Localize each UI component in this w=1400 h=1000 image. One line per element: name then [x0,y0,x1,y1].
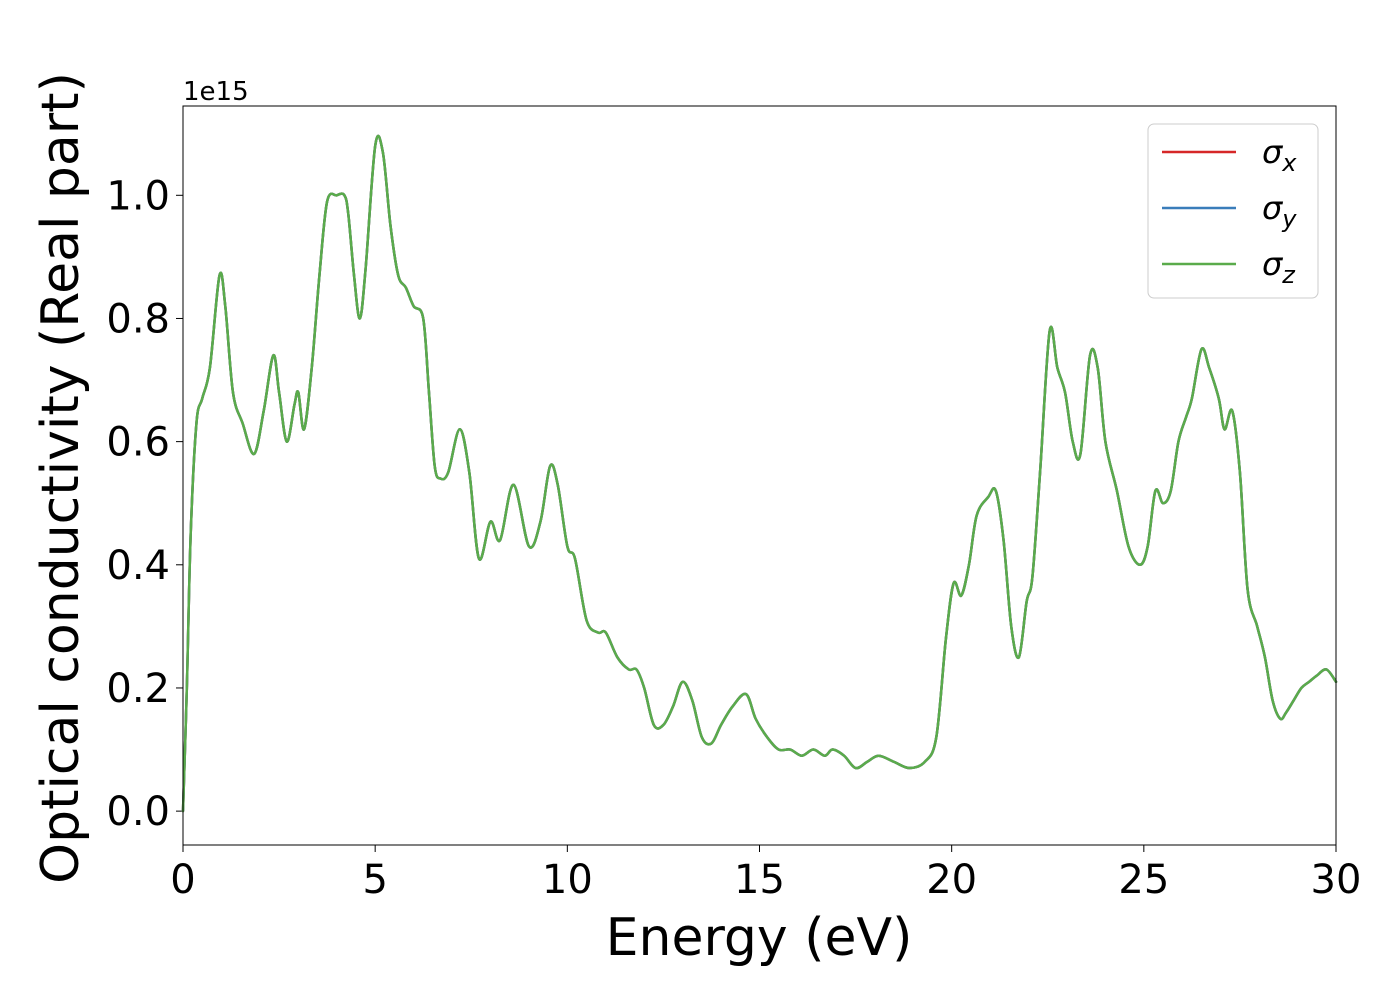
y-tick-label: 0.8 [106,296,170,342]
y-axis-ticks: 0.0 0.2 0.4 0.6 0.8 1.0 [106,173,183,835]
x-tick-label: 10 [542,857,593,903]
x-tick-label: 5 [362,857,387,903]
x-tick-label: 15 [734,857,785,903]
x-axis-ticks: 0 5 10 15 20 25 30 [170,845,1361,903]
plot-frame [182,105,1337,846]
plot-lines [181,134,1338,813]
x-tick-label: 0 [170,857,195,903]
x-tick-label: 20 [926,857,977,903]
y-tick-label: 0.2 [106,666,170,712]
y-tick-label: 0.6 [106,420,170,466]
legend-box [1147,123,1319,299]
legend-label: σz [1262,245,1296,289]
y-tick-label: 0.0 [106,789,170,835]
x-tick-label: 30 [1311,857,1362,903]
legend-label: σy [1262,189,1297,233]
y-axis-offset-label: 1e15 [183,77,249,107]
x-axis-title: Energy (eV) [606,908,913,968]
y-tick-label: 1.0 [106,173,170,219]
legend: σx σy σz [1147,123,1319,299]
x-tick-label: 25 [1118,857,1169,903]
y-axis-title: Optical conductivity (Real part) [31,72,91,884]
legend-label: σx [1262,133,1297,177]
series-line-3 [181,134,1338,813]
y-tick-label: 0.4 [106,543,170,589]
